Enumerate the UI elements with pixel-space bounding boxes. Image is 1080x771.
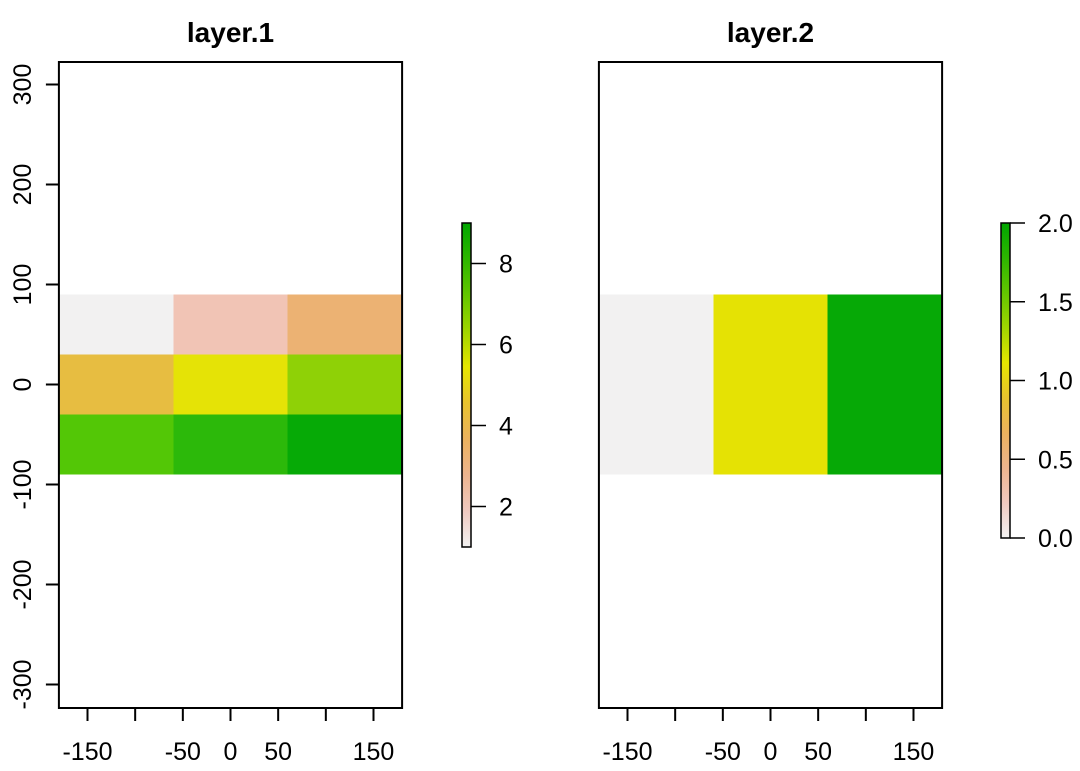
legend-tick-label: 2.0 [1038, 210, 1073, 238]
y-axis-tick-label: -200 [9, 559, 37, 609]
legend-tick-label: 1.0 [1038, 368, 1073, 396]
heatmap-cell [827, 294, 943, 475]
y-axis-tick-label: 100 [9, 264, 37, 306]
heatmap-cell [713, 294, 828, 475]
heatmap-cell [287, 354, 403, 415]
panel2-title: layer.2 [727, 17, 814, 48]
x-axis-tick-label: 50 [264, 738, 292, 766]
x-axis-tick-label: 150 [353, 738, 395, 766]
x-axis-tick-label: -50 [705, 738, 741, 766]
heatmap-cell [58, 354, 174, 415]
heatmap-cell [58, 414, 174, 475]
legend-tick-label: 4 [499, 413, 513, 441]
legend-tick-label: 0.0 [1038, 525, 1073, 553]
legend-bar [461, 222, 472, 548]
x-axis-tick-label: -50 [165, 738, 201, 766]
y-axis-tick-label: 200 [9, 164, 37, 206]
x-axis-tick-label: 0 [764, 738, 778, 766]
heatmap-cell [58, 294, 174, 355]
legend-tick-label: 2 [499, 494, 513, 522]
heatmap-cell [173, 354, 288, 415]
heatmap-cell [173, 414, 288, 475]
heatmap-cell [173, 294, 288, 355]
heatmap-cell [287, 294, 403, 355]
x-axis-tick-label: -150 [602, 738, 652, 766]
panel-layer1: -150 -50 0 50 150 300 200 100 0 -100 -200 -300 2 4 6 8 [9, 61, 513, 766]
y-axis-tick-label: 0 [9, 378, 37, 392]
y-axis-tick-label: -300 [9, 659, 37, 709]
heatmap-cell [287, 414, 403, 475]
y-axis-tick-label: -100 [9, 459, 37, 509]
legend-tick-label: 1.5 [1038, 289, 1073, 317]
x-axis-tick-label: 150 [893, 738, 935, 766]
x-axis-tick-label: -150 [62, 738, 112, 766]
y-axis-tick-label: 300 [9, 64, 37, 106]
x-axis-tick-label: 0 [224, 738, 238, 766]
x-axis-tick-label: 50 [804, 738, 832, 766]
heatmap-cell [598, 294, 714, 475]
legend-tick-label: 8 [499, 251, 513, 279]
legend-bar [1000, 222, 1011, 539]
legend-tick-label: 0.5 [1038, 446, 1073, 474]
panel-layer2: -150 -50 0 50 150 0.0 0.5 1.0 1.5 2.0 [597, 61, 1073, 766]
legend-tick-label: 6 [499, 332, 513, 360]
panel1-title: layer.1 [187, 17, 274, 48]
